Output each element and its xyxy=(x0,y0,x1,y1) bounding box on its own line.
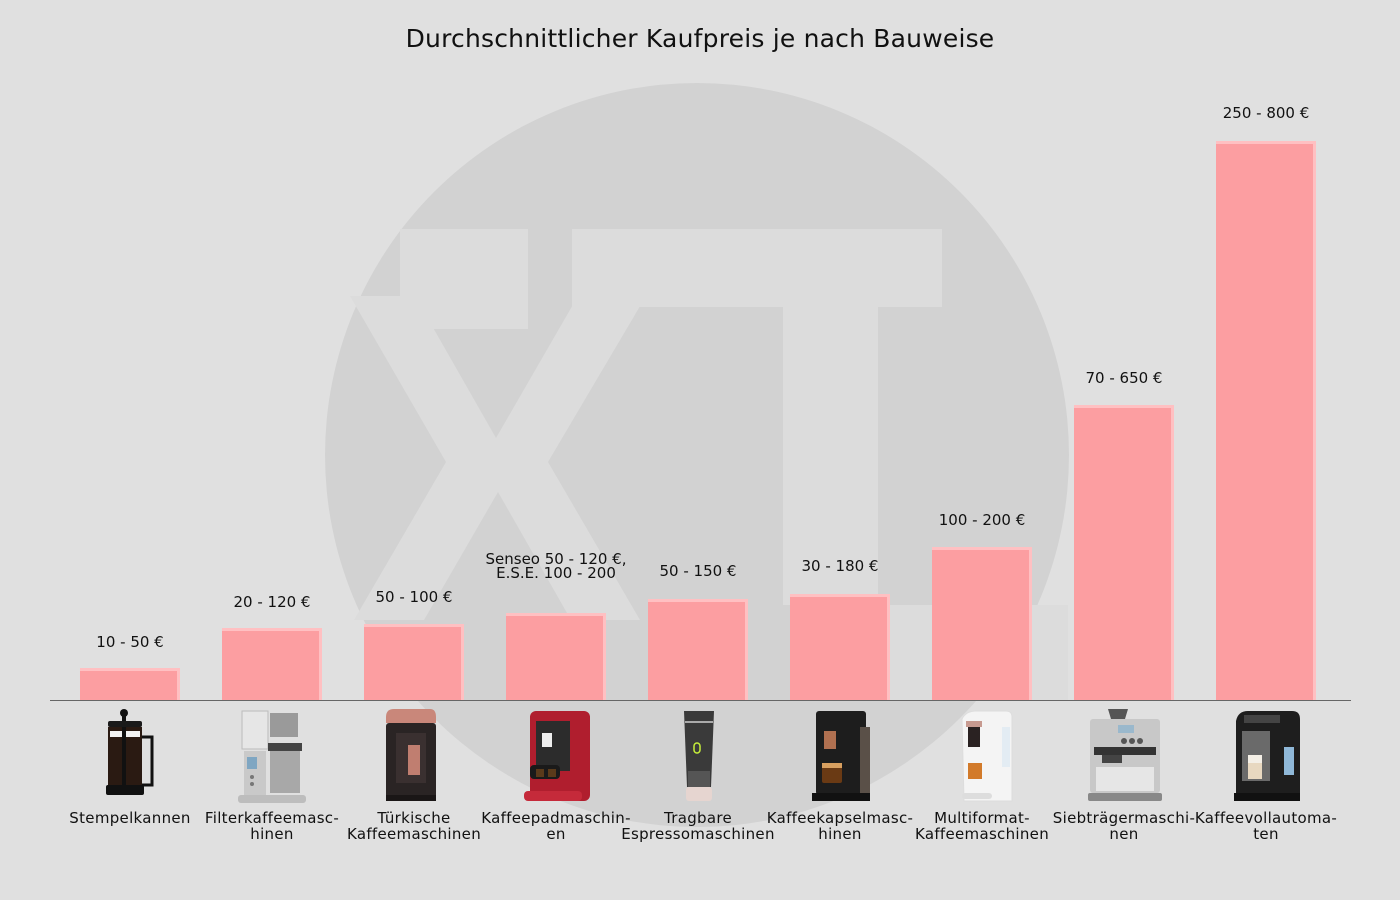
capsule-machine-icon xyxy=(812,711,870,801)
bar xyxy=(506,613,606,700)
value-label: 30 - 180 € xyxy=(801,557,879,575)
category-label: Kaffeekapselmasc- hinen xyxy=(766,809,914,843)
bar xyxy=(80,668,180,700)
bar xyxy=(1216,141,1316,700)
bar-group-kaffeevollautomaten: 250 - 800 € Kaffeevollautoma- ten xyxy=(1195,0,1337,900)
value-label: 70 - 650 € xyxy=(1085,369,1163,387)
category-label: Kaffeepadmaschin- en xyxy=(481,809,631,843)
bar xyxy=(364,624,464,700)
value-label: 50 - 150 € xyxy=(659,562,737,580)
bar-group-tuerkische-kaffeemaschinen: 50 - 100 € Türkische Kaffeemaschinen xyxy=(347,0,481,900)
category-label: Filterkaffeemasc- hinen xyxy=(204,809,340,843)
category-label: Tragbare Espressomaschinen xyxy=(621,809,775,843)
value-label: 100 - 200 € xyxy=(938,511,1026,529)
category-label: Türkische Kaffeemaschinen xyxy=(346,809,482,843)
bar xyxy=(932,547,1032,700)
bar xyxy=(1074,405,1174,700)
portable-espresso-maker-icon xyxy=(684,711,714,801)
turkish-coffee-machine-icon xyxy=(386,709,436,801)
bar-plot-area: 10 - 50 € Stempelkannen 20 - 120 € xyxy=(50,0,1351,900)
bar xyxy=(648,599,748,700)
portafilter-machine-icon xyxy=(1088,709,1162,801)
chart-title: Durchschnittlicher Kaufpreis je nach Bau… xyxy=(405,24,995,53)
x-axis-line xyxy=(50,700,1351,701)
bar-group-filterkaffeemaschinen: 20 - 120 € Filterkaffeemasc- hinen xyxy=(205,0,339,900)
value-label: Senseo 50 - 120 €, E.S.E. 100 - 200 xyxy=(485,550,627,582)
bar-group-kaffeekapselmaschinen: 30 - 180 € Kaffeekapselmasc- hinen xyxy=(767,0,913,900)
value-label: 20 - 120 € xyxy=(233,593,311,611)
category-label: Siebträgermaschi- nen xyxy=(1052,809,1196,843)
multiformat-machine-icon xyxy=(961,710,1013,802)
value-label: 250 - 800 € xyxy=(1222,104,1310,122)
filter-coffee-machine-icon xyxy=(238,710,306,803)
bar-group-multiformat-kaffeemaschinen: 100 - 200 € Multiformat- Kaffeemaschinen xyxy=(915,0,1049,900)
category-label: Kaffeevollautoma- ten xyxy=(1194,809,1338,843)
bar xyxy=(222,628,322,700)
bar-group-stempelkannen: 10 - 50 € Stempelkannen xyxy=(65,0,195,900)
coffee-pad-machine-icon xyxy=(524,711,590,801)
bar-group-tragbare-espressomaschinen: 50 - 150 € Tragbare Espressomaschinen xyxy=(621,0,774,900)
category-label: Multiformat- Kaffeemaschinen xyxy=(914,809,1050,843)
french-press-icon xyxy=(106,709,154,795)
category-label: Stempelkannen xyxy=(69,809,191,827)
value-label: 50 - 100 € xyxy=(375,588,453,606)
bar-group-kaffeepadmaschinen: Senseo 50 - 120 €, E.S.E. 100 - 200 Kaff… xyxy=(481,0,630,900)
fully-automatic-machine-icon xyxy=(1234,711,1300,801)
bar xyxy=(790,594,890,700)
value-label: 10 - 50 € xyxy=(96,633,164,651)
bar-group-siebtraegermaschinen: 70 - 650 € Siebträgermaschi- nen xyxy=(1053,0,1195,900)
